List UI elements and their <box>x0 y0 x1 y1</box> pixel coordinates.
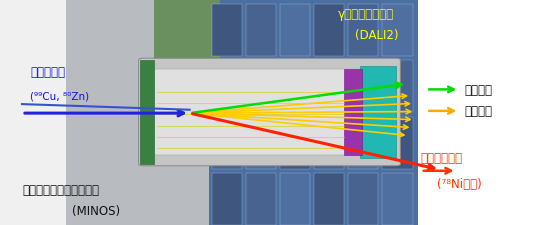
Bar <box>348 4 378 56</box>
Text: 電離電子: 電離電子 <box>465 105 493 118</box>
Bar <box>314 173 344 225</box>
FancyBboxPatch shape <box>154 70 377 155</box>
Bar <box>66 0 231 225</box>
Bar <box>246 4 276 56</box>
Bar <box>280 4 310 56</box>
Bar <box>314 4 344 56</box>
Bar <box>314 61 344 112</box>
Bar <box>382 117 412 169</box>
Bar <box>246 117 276 169</box>
Bar <box>348 173 378 225</box>
Bar <box>314 117 344 169</box>
Bar <box>212 117 242 169</box>
Bar <box>382 61 412 112</box>
Text: γ線検出器アレイ: γ線検出器アレイ <box>338 8 394 21</box>
Bar <box>212 61 242 112</box>
Bar <box>348 61 378 112</box>
Text: (DALI2): (DALI2) <box>355 28 399 41</box>
Bar <box>348 117 378 169</box>
FancyBboxPatch shape <box>139 59 400 166</box>
Bar <box>0 0 66 225</box>
Bar <box>212 4 242 56</box>
Bar <box>360 66 396 159</box>
Bar <box>246 61 276 112</box>
Text: (⁷⁸Niなど): (⁷⁸Niなど) <box>437 177 482 190</box>
Bar <box>280 61 310 112</box>
Bar <box>212 173 242 225</box>
Bar <box>246 173 276 225</box>
Bar <box>154 0 220 101</box>
Text: 反応生成粒子: 反応生成粒子 <box>421 151 463 164</box>
Text: (MINOS): (MINOS) <box>72 204 120 217</box>
Bar <box>344 70 362 155</box>
Bar <box>280 173 310 225</box>
Bar <box>382 4 412 56</box>
Bar <box>418 0 550 225</box>
Text: 二次ビーム: 二次ビーム <box>30 65 65 79</box>
Text: 反跳陽子: 反跳陽子 <box>465 83 493 97</box>
Bar <box>280 117 310 169</box>
Text: 高機能液体水素標的装置: 高機能液体水素標的装置 <box>22 184 99 197</box>
Bar <box>140 61 154 164</box>
Bar <box>382 173 412 225</box>
Text: (⁹⁹Cu, ⁸⁰Zn): (⁹⁹Cu, ⁸⁰Zn) <box>30 91 89 101</box>
Bar <box>209 0 418 225</box>
